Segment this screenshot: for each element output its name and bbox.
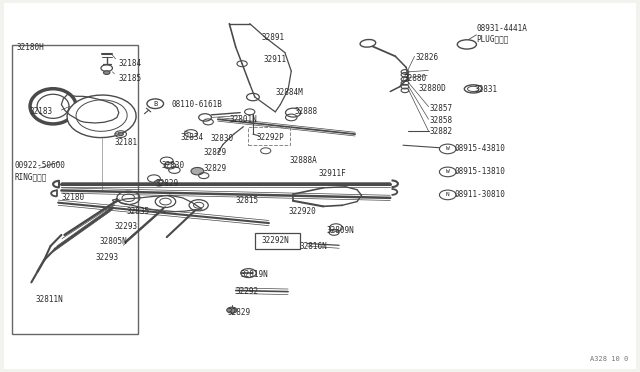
Text: W: W	[446, 169, 449, 174]
Text: 32815: 32815	[236, 196, 259, 205]
Text: 32805N: 32805N	[100, 237, 127, 246]
Text: 32834: 32834	[180, 133, 204, 142]
Text: 32880D: 32880D	[419, 84, 447, 93]
Text: 32819N: 32819N	[240, 270, 268, 279]
Text: 32181: 32181	[115, 138, 138, 147]
Text: 32830: 32830	[162, 161, 185, 170]
Ellipse shape	[67, 95, 136, 138]
Circle shape	[440, 144, 456, 154]
Circle shape	[227, 307, 237, 313]
Text: 32180H: 32180H	[17, 42, 44, 51]
Text: 32292P: 32292P	[256, 133, 284, 142]
Text: 32888: 32888	[294, 108, 317, 116]
Text: B: B	[153, 101, 157, 107]
Text: 32811N: 32811N	[36, 295, 63, 304]
Text: N: N	[446, 192, 449, 198]
Bar	[255, 234, 300, 249]
Text: 08110-6161B: 08110-6161B	[172, 100, 223, 109]
Circle shape	[147, 99, 164, 109]
Text: A328 10 0: A328 10 0	[589, 356, 628, 362]
Text: 32831: 32831	[474, 85, 498, 94]
Text: 322920: 322920	[288, 207, 316, 216]
Text: 32184: 32184	[119, 59, 142, 68]
Text: 00922-50600
RINGリング: 00922-50600 RINGリング	[15, 161, 66, 181]
Text: 32293: 32293	[95, 253, 118, 262]
Text: 32809N: 32809N	[326, 226, 354, 235]
Text: 32880: 32880	[403, 74, 426, 83]
Text: 32858: 32858	[430, 116, 453, 125]
Circle shape	[118, 133, 124, 136]
Ellipse shape	[360, 39, 376, 47]
Text: 32185: 32185	[119, 74, 142, 83]
Text: 32816N: 32816N	[300, 241, 327, 250]
Text: 08911-30810: 08911-30810	[454, 190, 505, 199]
Ellipse shape	[465, 85, 482, 93]
Text: 32882: 32882	[430, 127, 453, 137]
Circle shape	[191, 167, 204, 175]
Text: 32292N: 32292N	[261, 236, 289, 246]
Text: 32884M: 32884M	[275, 88, 303, 97]
Text: 32180: 32180	[61, 193, 84, 202]
Text: 32857: 32857	[430, 104, 453, 113]
Text: 32292: 32292	[236, 287, 259, 296]
Circle shape	[104, 71, 110, 74]
Text: 32830: 32830	[210, 134, 234, 143]
Text: 32829: 32829	[204, 148, 227, 157]
Text: 32826: 32826	[416, 52, 439, 61]
Text: 32835: 32835	[127, 207, 150, 216]
Text: 32888A: 32888A	[289, 156, 317, 165]
Text: 32293: 32293	[115, 221, 138, 231]
Text: W: W	[446, 147, 449, 151]
Text: 32891: 32891	[261, 33, 284, 42]
Text: 32829: 32829	[204, 164, 227, 173]
Ellipse shape	[76, 100, 127, 131]
Bar	[12, 45, 138, 334]
Bar	[248, 127, 290, 145]
Text: 32829: 32829	[156, 179, 179, 187]
Text: 32911: 32911	[264, 55, 287, 64]
Text: 08915-43810: 08915-43810	[454, 144, 505, 153]
Text: 32801N: 32801N	[229, 115, 257, 124]
Text: 32829: 32829	[227, 308, 250, 317]
Circle shape	[440, 190, 456, 200]
Circle shape	[440, 167, 456, 177]
Ellipse shape	[458, 40, 476, 49]
Text: 32911F: 32911F	[319, 169, 346, 177]
Text: 08915-13810: 08915-13810	[454, 167, 505, 176]
Text: 32183: 32183	[29, 108, 52, 116]
Text: 08931-4441A
PLUGプラグ: 08931-4441A PLUGプラグ	[476, 24, 527, 44]
Ellipse shape	[467, 86, 479, 92]
